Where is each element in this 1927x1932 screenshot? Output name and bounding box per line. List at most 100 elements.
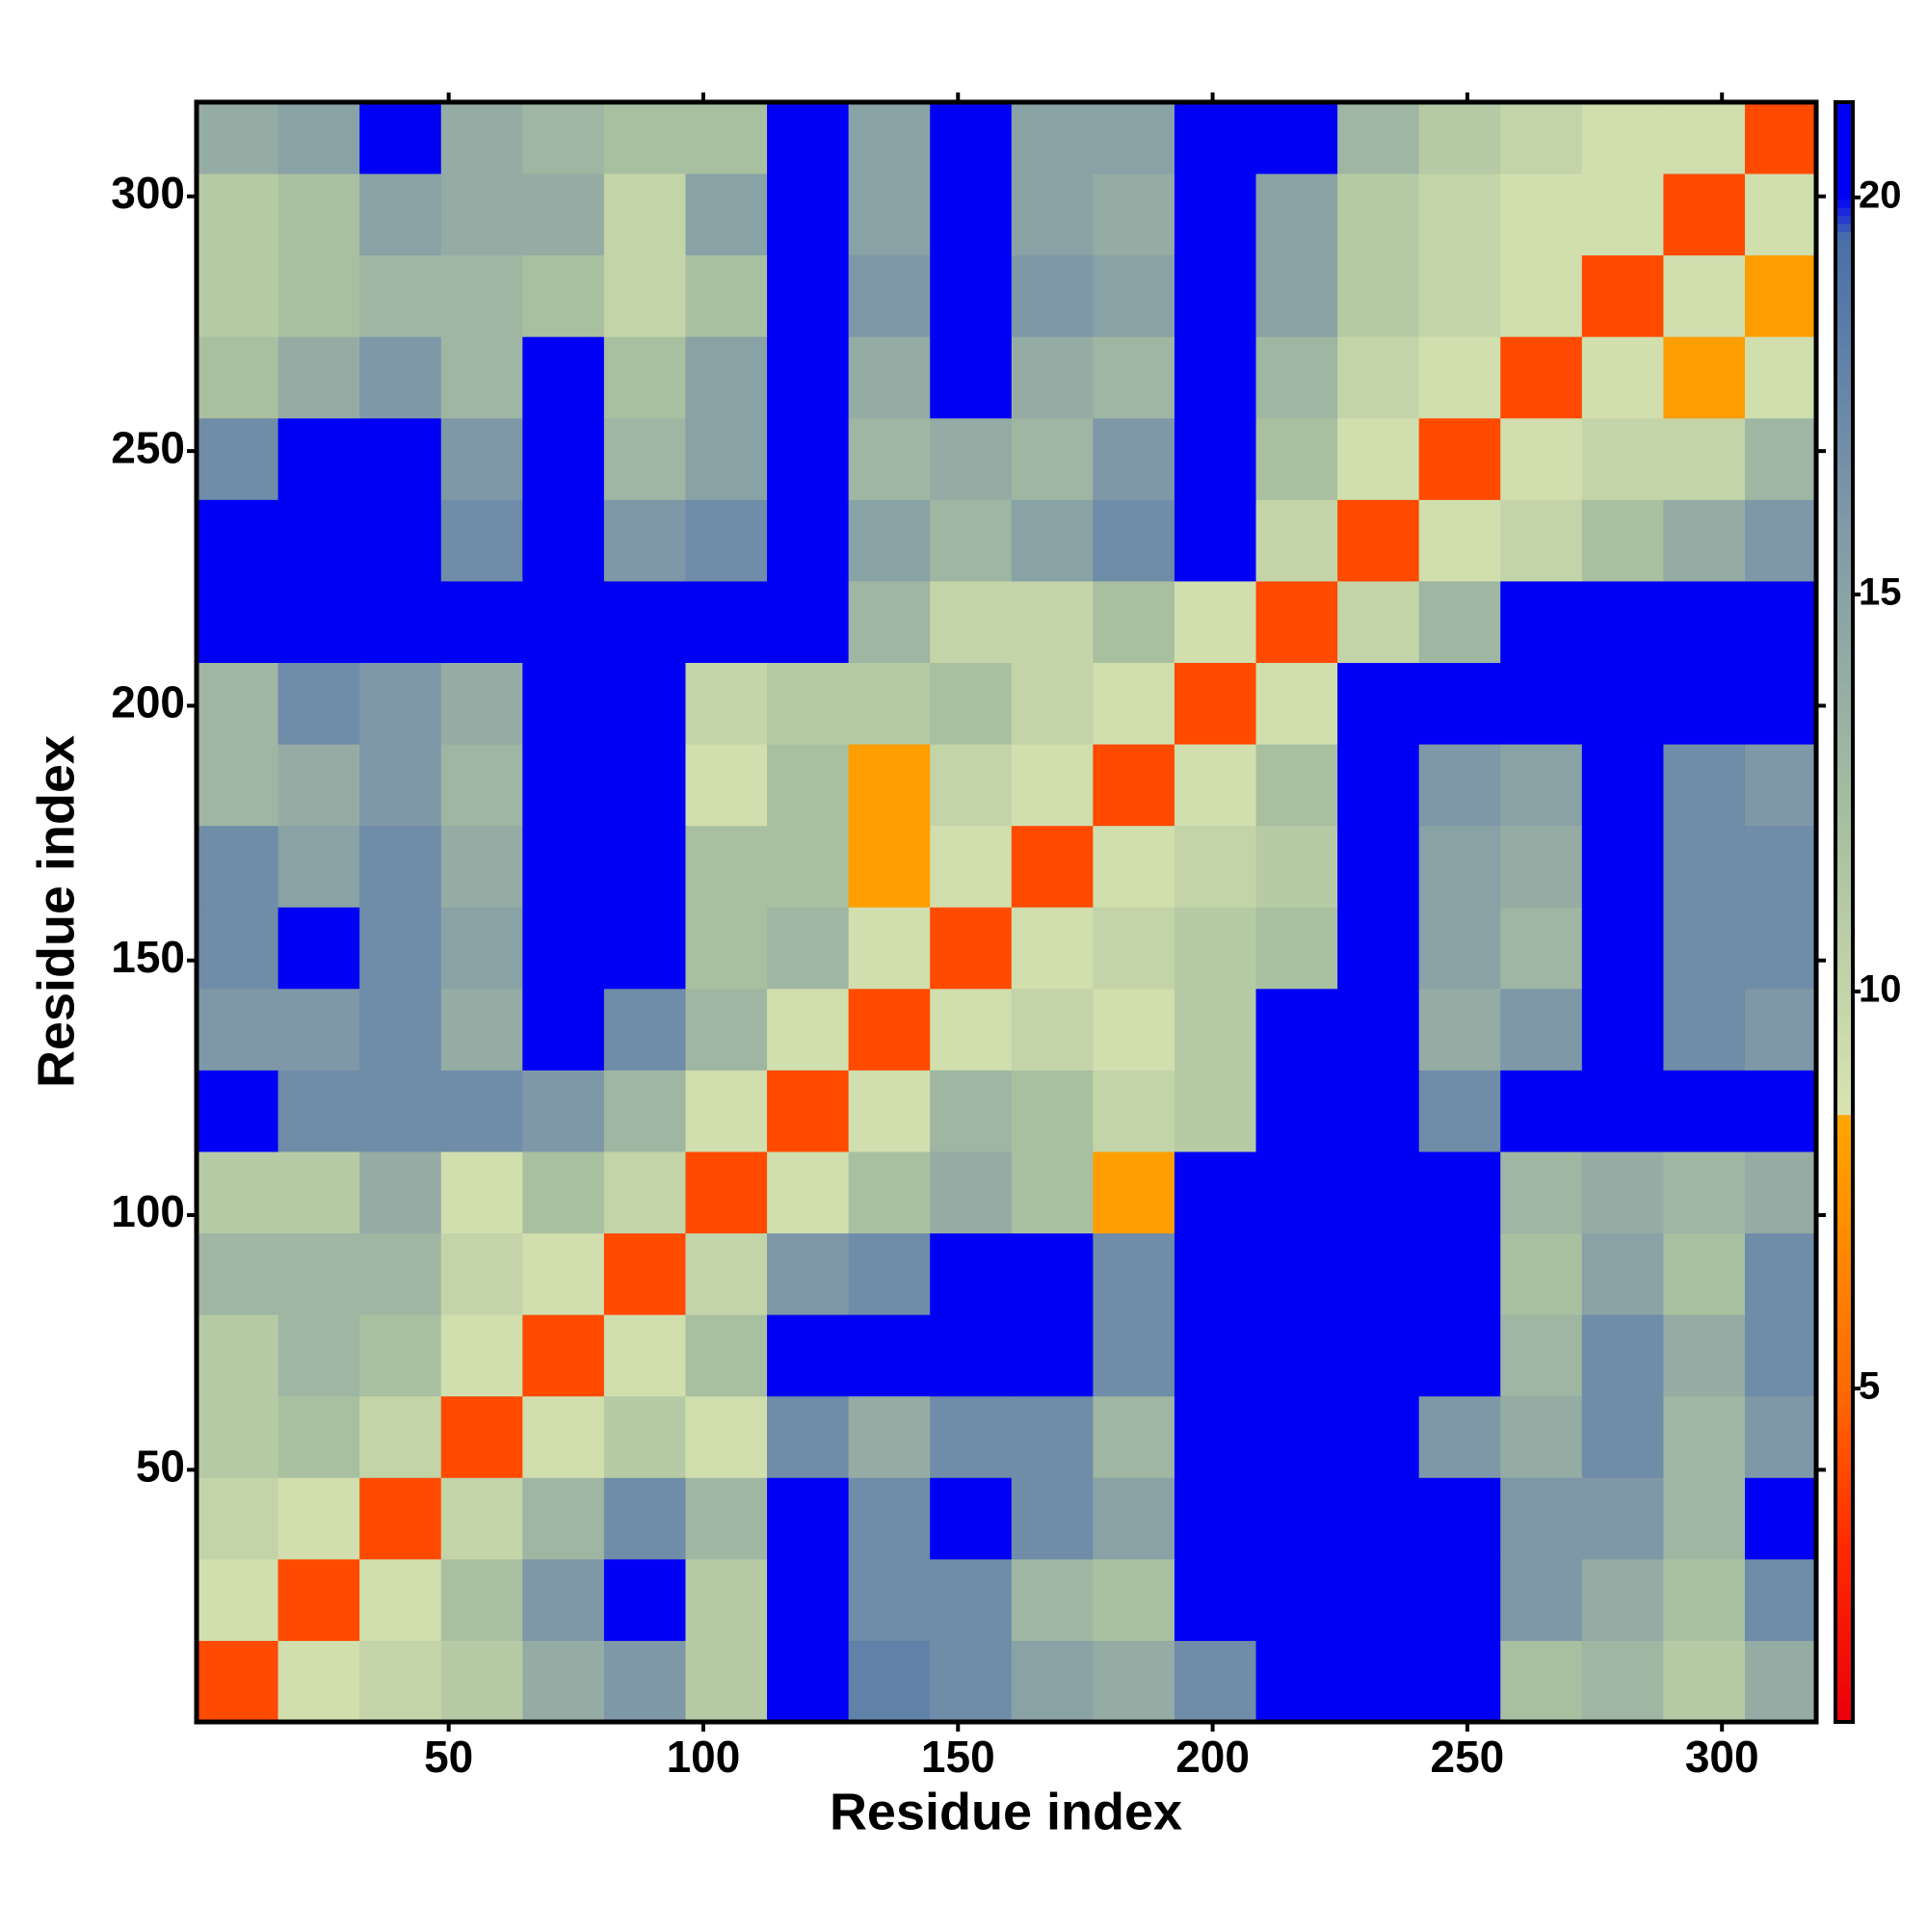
heatmap-cell [1255,1395,1338,1478]
heatmap-cell [440,662,523,745]
heatmap-cell [930,499,1013,582]
heatmap-cell [1663,1232,1746,1315]
heatmap-cell [930,254,1013,337]
heatmap-cell [440,499,523,582]
plot-frame [194,99,1819,1725]
heatmap-cell [1093,499,1175,582]
heatmap-cell [1744,1477,1817,1560]
heatmap-cell [522,336,605,419]
colorbar-segment [1835,798,1853,807]
colorbar-segment [1835,1244,1853,1254]
heatmap-cell [930,1314,1013,1397]
heatmap-cell [440,336,523,419]
heatmap-cell [1255,417,1338,500]
heatmap-cell [1337,1232,1420,1315]
heatmap-cell [1337,1477,1420,1560]
heatmap-cell [1581,907,1664,990]
colorbar-segment [1835,417,1853,427]
x-tick-label: 50 [424,1732,473,1782]
heatmap-cell [930,907,1013,990]
heatmap-cell [603,988,686,1071]
colorbar-segment [1835,239,1853,249]
colorbar-segment [1835,1495,1853,1504]
heatmap-cell [1255,825,1338,908]
heatmap-cell [1581,825,1664,908]
heatmap-cell [197,1314,279,1397]
colorbar-segment [1835,1446,1853,1456]
colorbar-segment [1835,1017,1853,1026]
heatmap-cell [767,102,850,174]
heatmap-cell [359,1070,442,1152]
heatmap-cell [767,417,850,500]
heatmap-cell [277,907,360,990]
heatmap-cell [1744,417,1817,500]
heatmap-cell [1255,336,1338,419]
heatmap-cell [848,173,931,256]
colorbar-segment [1835,1559,1853,1569]
colorbar-segment [1835,928,1853,938]
heatmap-cell [359,1314,442,1397]
colorbar-segment [1835,1259,1853,1269]
colorbar-segment [1835,1171,1853,1180]
colorbar-segment [1835,1381,1853,1390]
heatmap-cell [1744,580,1817,663]
heatmap-cell [848,1640,931,1723]
colorbar-segment [1835,1632,1853,1642]
heatmap-cell [1744,988,1817,1071]
colorbar-segment [1835,879,1853,888]
colorbar-segment [1835,1309,1853,1318]
colorbar-segment [1835,1673,1853,1682]
heatmap-cell [522,988,605,1071]
heatmap-cell [603,1232,686,1315]
colorbar-segment [1835,1511,1853,1521]
heatmap-cell [277,1151,360,1234]
heatmap-cell [685,1232,768,1315]
heatmap-cell [1663,662,1746,745]
heatmap-cell [1500,1640,1583,1723]
heatmap-cell [1255,102,1338,174]
heatmap-cell [440,580,523,663]
heatmap-cell [1581,988,1664,1071]
heatmap-cell [522,1151,605,1234]
heatmap-cell [440,1314,523,1397]
colorbar-segment [1835,685,1853,695]
heatmap-cell [277,1232,360,1315]
colorbar-segment [1835,701,1853,710]
heatmap-cell [1744,1151,1817,1234]
heatmap-cell [1418,336,1501,419]
colorbar-segment [1835,628,1853,638]
colorbar-segment [1835,248,1853,257]
heatmap-cell [1663,580,1746,663]
heatmap-cell [277,744,360,827]
heatmap-cell [1174,1558,1257,1641]
heatmap-cell [1500,1558,1583,1641]
heatmap-cell [1093,580,1175,663]
colorbar-segment [1835,1365,1853,1375]
heatmap-cell [1500,336,1583,419]
colorbar-frame [1834,100,1855,1724]
colorbar-segment [1835,1163,1853,1172]
heatmap-cell [440,1070,523,1152]
colorbar-segment [1835,353,1853,362]
heatmap-cell [1581,1314,1664,1397]
heatmap-cell [1581,102,1664,174]
heatmap-cell [685,417,768,500]
heatmap-cell [685,1640,768,1723]
colorbar-segment [1835,450,1853,460]
y-tick-label: 250 [111,422,185,472]
colorbar-segment [1835,401,1853,410]
heatmap-cell [440,1232,523,1315]
colorbar-segment [1835,1608,1853,1618]
colorbar-segment [1835,1527,1853,1537]
colorbar-tick-label: 15 [1859,570,1902,613]
heatmap-cell [277,1640,360,1723]
heatmap-cell [848,102,931,174]
colorbar-segment [1835,645,1853,654]
heatmap-cell [1255,1477,1338,1560]
heatmap-cell [197,662,279,745]
heatmap-cell [1500,1232,1583,1315]
heatmap-cell [197,1477,279,1560]
heatmap-cell [1418,1640,1501,1723]
heatmap-cell [767,1232,850,1315]
heatmap-cell [767,1070,850,1152]
